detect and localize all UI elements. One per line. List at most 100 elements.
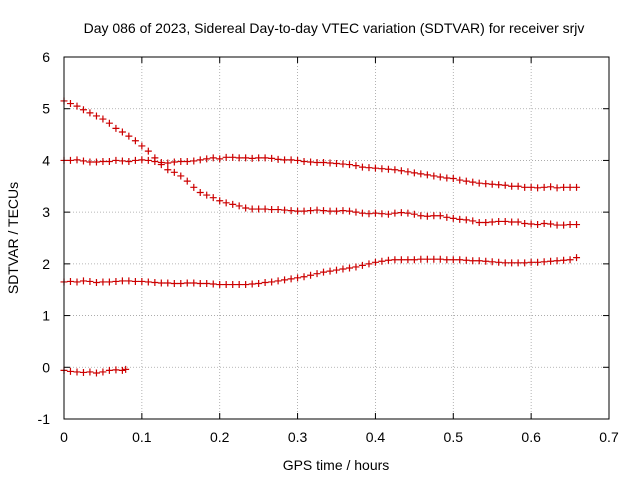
data-point <box>365 164 373 172</box>
data-point <box>443 256 451 264</box>
data-point <box>339 160 347 168</box>
data-point <box>430 212 438 220</box>
data-point <box>86 368 94 376</box>
data-layer <box>60 97 581 377</box>
data-point <box>151 278 159 286</box>
data-point <box>462 177 470 185</box>
data-point <box>417 170 425 178</box>
data-point <box>190 157 198 165</box>
data-point <box>79 157 87 165</box>
data-point <box>534 184 542 192</box>
data-point <box>274 206 282 214</box>
y-tick-label: 5 <box>42 101 50 117</box>
data-point <box>144 147 152 155</box>
data-point <box>99 115 107 123</box>
data-point <box>235 281 243 289</box>
data-point <box>222 199 230 207</box>
data-point <box>566 221 574 229</box>
data-point <box>66 367 74 375</box>
x-tick-label: 0.6 <box>521 429 541 445</box>
data-point <box>105 119 113 127</box>
data-point <box>131 156 139 164</box>
data-point <box>92 369 100 377</box>
data-point <box>475 257 483 265</box>
data-point <box>216 281 224 289</box>
y-axis-label: SDTVAR / TECUs <box>5 182 21 294</box>
x-tick-label: 0.4 <box>366 429 386 445</box>
data-point <box>73 156 81 164</box>
data-point <box>112 366 120 374</box>
data-point <box>378 257 386 265</box>
data-point <box>456 256 464 264</box>
data-point <box>131 137 139 145</box>
data-point <box>313 206 321 214</box>
data-point <box>508 259 516 267</box>
x-tick-label: 0.5 <box>444 429 464 445</box>
data-point <box>423 212 431 220</box>
data-point <box>501 217 509 225</box>
data-point <box>573 254 581 262</box>
data-point <box>99 368 107 376</box>
data-point <box>436 173 444 181</box>
data-point <box>397 256 405 264</box>
data-point <box>449 214 457 222</box>
data-point <box>300 157 308 165</box>
data-point <box>203 280 211 288</box>
data-point <box>514 218 522 226</box>
data-point <box>553 184 561 192</box>
data-point <box>177 172 185 180</box>
data-point <box>255 280 263 288</box>
data-point <box>222 281 230 289</box>
data-point <box>261 154 269 162</box>
data-point <box>469 257 477 265</box>
data-point <box>86 109 94 117</box>
data-point <box>313 158 321 166</box>
data-point <box>475 218 483 226</box>
data-point <box>183 157 191 165</box>
x-tick-label: 0 <box>60 429 68 445</box>
data-point <box>274 155 282 163</box>
data-point <box>417 212 425 220</box>
data-point <box>196 280 204 288</box>
data-point <box>209 280 217 288</box>
data-point <box>164 159 172 167</box>
data-point <box>79 277 87 285</box>
data-point <box>488 218 496 226</box>
data-point <box>443 174 451 182</box>
data-point <box>521 259 529 267</box>
data-point <box>66 156 74 164</box>
data-point <box>378 210 386 218</box>
data-point <box>397 167 405 175</box>
data-point <box>105 366 113 374</box>
data-point <box>469 217 477 225</box>
data-point <box>371 209 379 217</box>
data-point <box>125 132 133 140</box>
data-point <box>352 208 360 216</box>
data-point <box>449 256 457 264</box>
data-point <box>404 256 412 264</box>
data-point <box>313 270 321 278</box>
tick-layer <box>63 56 610 420</box>
data-point <box>183 177 191 185</box>
data-point <box>436 255 444 263</box>
data-point <box>404 209 412 217</box>
data-point <box>99 157 107 165</box>
data-point <box>287 156 295 164</box>
data-point <box>274 277 282 285</box>
data-point <box>307 207 315 215</box>
data-point <box>190 183 198 191</box>
data-point <box>423 171 431 179</box>
grid-layer <box>64 57 609 419</box>
data-point <box>248 280 256 288</box>
series-satellite-c <box>60 254 581 289</box>
data-point <box>105 157 113 165</box>
data-point <box>86 158 94 166</box>
data-point <box>209 154 217 162</box>
data-point <box>384 165 392 173</box>
data-point <box>118 128 126 136</box>
data-point <box>339 207 347 215</box>
data-point <box>456 176 464 184</box>
data-point <box>527 220 535 228</box>
data-point <box>553 257 561 265</box>
